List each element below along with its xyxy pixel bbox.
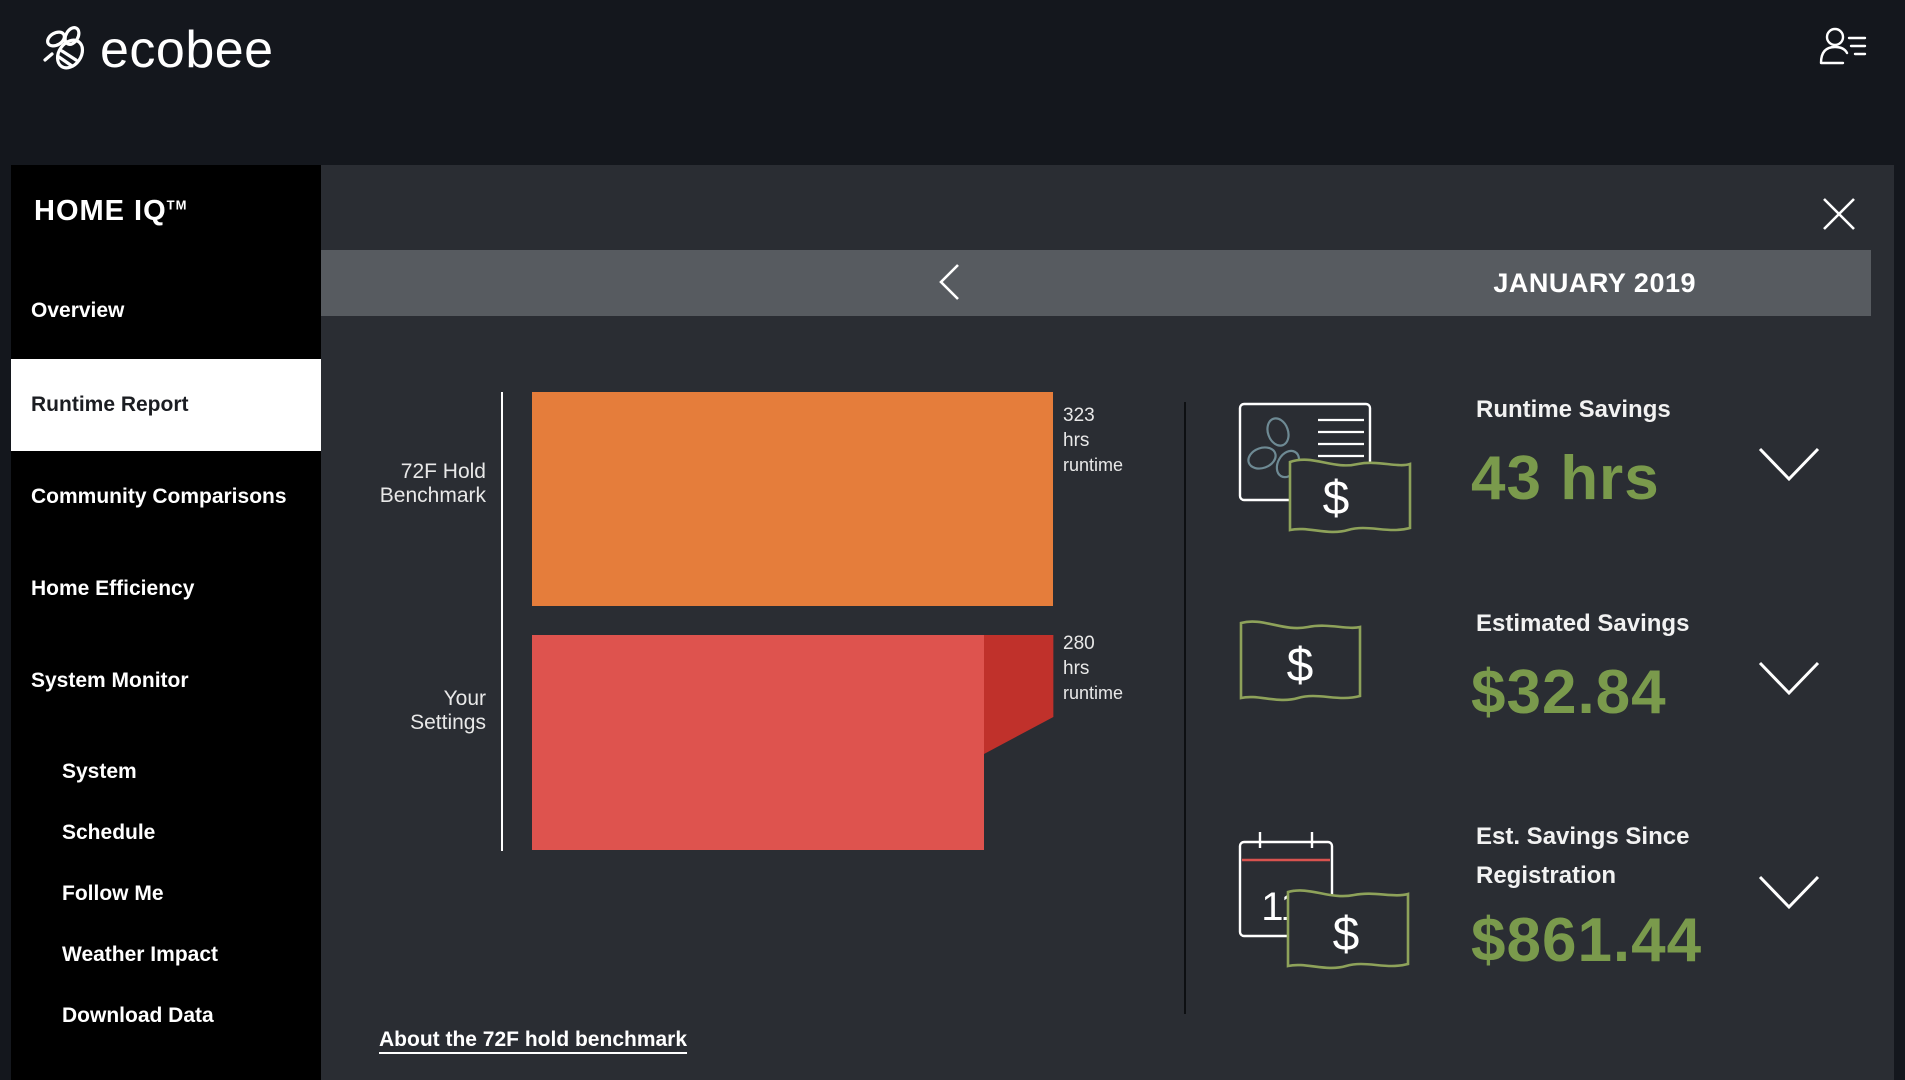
nav-item-label: Overview <box>31 299 125 322</box>
nav-item-label: Community Comparisons <box>31 485 287 508</box>
registration-savings-title: Est. Savings Since Registration <box>1476 817 1689 895</box>
logo-text: ecobee <box>100 21 274 79</box>
runtime-savings-title: Runtime Savings <box>1476 396 1671 423</box>
chevron-down-icon <box>1758 661 1820 696</box>
bar-unit: runtime <box>1063 683 1124 703</box>
sidebar-title: HOME IQTM <box>34 195 187 228</box>
runtime-chart: 72F Hold Benchmark Your Settings 323 hrs… <box>321 165 1181 865</box>
nav-item-runtime-report[interactable]: Runtime Report <box>11 359 321 451</box>
nav-item-system-monitor[interactable]: System Monitor <box>11 635 321 727</box>
bee-icon <box>43 26 85 70</box>
estimated-savings-expand-button[interactable] <box>1757 659 1821 699</box>
nav-item-label: System Monitor <box>31 669 189 692</box>
category-label-line: 72F Hold <box>400 460 486 483</box>
bar-savings-wedge <box>983 635 1053 754</box>
svg-text:$: $ <box>1287 639 1314 692</box>
sub-item-download-data[interactable]: Download Data <box>11 991 321 1041</box>
bar-value: 280 <box>1063 633 1095 654</box>
about-benchmark-link[interactable]: About the 72F hold benchmark <box>379 1028 688 1051</box>
month-navigation: JANUARY 2019 <box>321 250 1871 316</box>
user-menu-button[interactable] <box>1819 26 1867 66</box>
bar-your-settings <box>532 635 984 850</box>
registration-savings-title-line: Est. Savings Since <box>1476 823 1690 850</box>
trademark-mark: TM <box>166 197 188 213</box>
bar-unit: hrs <box>1063 658 1090 679</box>
sub-item-label: Weather Impact <box>62 943 218 966</box>
money-icon: $ <box>1238 620 1363 715</box>
chevron-left-icon <box>939 264 959 300</box>
estimated-savings-title: Estimated Savings <box>1476 610 1690 637</box>
category-label-line: Your <box>443 687 486 710</box>
bar-value-label-benchmark: 323 hrs runtime <box>1063 403 1123 478</box>
estimated-savings-value: $32.84 <box>1471 658 1667 727</box>
nav-item-overview[interactable]: Overview <box>11 265 321 357</box>
bar-unit: hrs <box>1063 430 1090 451</box>
registration-savings-value: $861.44 <box>1471 906 1703 975</box>
close-icon <box>1823 198 1855 230</box>
nav-item-community-comparisons[interactable]: Community Comparisons <box>11 451 321 543</box>
sub-item-schedule[interactable]: Schedule <box>11 808 321 858</box>
chevron-down-icon <box>1758 447 1820 482</box>
sub-item-weather-impact[interactable]: Weather Impact <box>11 930 321 980</box>
calendar-money-icon: 11 $ <box>1238 830 1413 980</box>
fan-money-icon: $ <box>1238 402 1413 547</box>
sub-item-label: System <box>62 760 137 783</box>
bar-unit: runtime <box>1063 455 1124 475</box>
section-divider <box>1184 402 1186 1014</box>
sub-item-system[interactable]: System <box>11 747 321 797</box>
bar-value: 323 <box>1063 405 1095 426</box>
registration-savings-expand-button[interactable] <box>1757 873 1821 913</box>
svg-text:$: $ <box>1323 472 1350 525</box>
chart-axis-line <box>501 392 503 851</box>
svg-text:$: $ <box>1333 908 1360 961</box>
bar-value-label-your-settings: 280 hrs runtime <box>1063 631 1123 706</box>
category-label-line: Benchmark <box>379 484 486 507</box>
runtime-report-panel: JANUARY 2019 72F Hold Benchmark Your Set… <box>321 165 1894 1080</box>
nav-item-home-efficiency[interactable]: Home Efficiency <box>11 543 321 635</box>
top-bar: ecobee <box>0 0 1905 165</box>
registration-savings-title-line: Registration <box>1476 862 1617 889</box>
sidebar: HOME IQTM Overview Runtime Report Commun… <box>11 165 321 1080</box>
sub-item-label: Follow Me <box>62 882 164 905</box>
close-button[interactable] <box>1822 197 1856 231</box>
sub-item-label: Download Data <box>62 1004 214 1027</box>
user-menu-icon <box>1819 27 1867 65</box>
category-label-benchmark: 72F Hold Benchmark <box>321 460 486 508</box>
runtime-savings-expand-button[interactable] <box>1757 445 1821 485</box>
category-label-your-settings: Your Settings <box>321 687 486 735</box>
ecobee-logo[interactable]: ecobee <box>42 20 274 80</box>
runtime-savings-value: 43 hrs <box>1471 444 1660 513</box>
category-label-line: Settings <box>410 711 486 734</box>
previous-month-button[interactable] <box>936 262 962 302</box>
sub-item-follow-me[interactable]: Follow Me <box>11 869 321 919</box>
month-label: JANUARY 2019 <box>1493 268 1696 298</box>
chevron-down-icon <box>1758 875 1820 910</box>
nav-item-label: Home Efficiency <box>31 577 195 600</box>
sidebar-title-text: HOME IQ <box>34 195 167 227</box>
sub-item-label: Schedule <box>62 821 156 844</box>
bar-benchmark <box>532 392 1053 606</box>
nav-item-label: Runtime Report <box>31 393 189 416</box>
